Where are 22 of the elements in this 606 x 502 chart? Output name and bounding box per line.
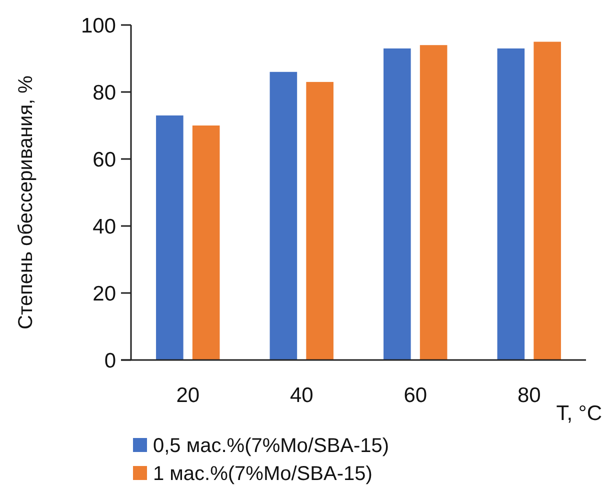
y-tick-label: 20: [92, 282, 116, 306]
bar: [534, 42, 561, 360]
bar: [270, 72, 298, 360]
y-tick-label: 60: [92, 148, 116, 172]
bar: [156, 115, 184, 360]
bar: [192, 126, 220, 360]
legend-label: 1 мас.%(7%Mo/SBA-15): [153, 463, 372, 485]
legend-label: 0,5 мас.%(7%Mo/SBA-15): [153, 435, 390, 457]
bar: [384, 48, 411, 360]
x-tick-label: 80: [517, 384, 541, 407]
x-tick-label: 60: [404, 384, 428, 407]
y-tick-label: 80: [92, 81, 116, 104]
x-tick-label: 40: [290, 384, 314, 407]
x-axis-title: T, °C: [556, 402, 602, 425]
bar: [420, 45, 448, 360]
y-axis-title: Степень обессеривания, %: [15, 75, 37, 330]
y-tick-label: 100: [80, 14, 116, 38]
bar: [497, 48, 525, 360]
x-tick-label: 20: [176, 384, 200, 407]
bar: [306, 82, 334, 360]
y-tick-label: 40: [92, 215, 116, 238]
y-tick-label: 0: [104, 349, 116, 372]
